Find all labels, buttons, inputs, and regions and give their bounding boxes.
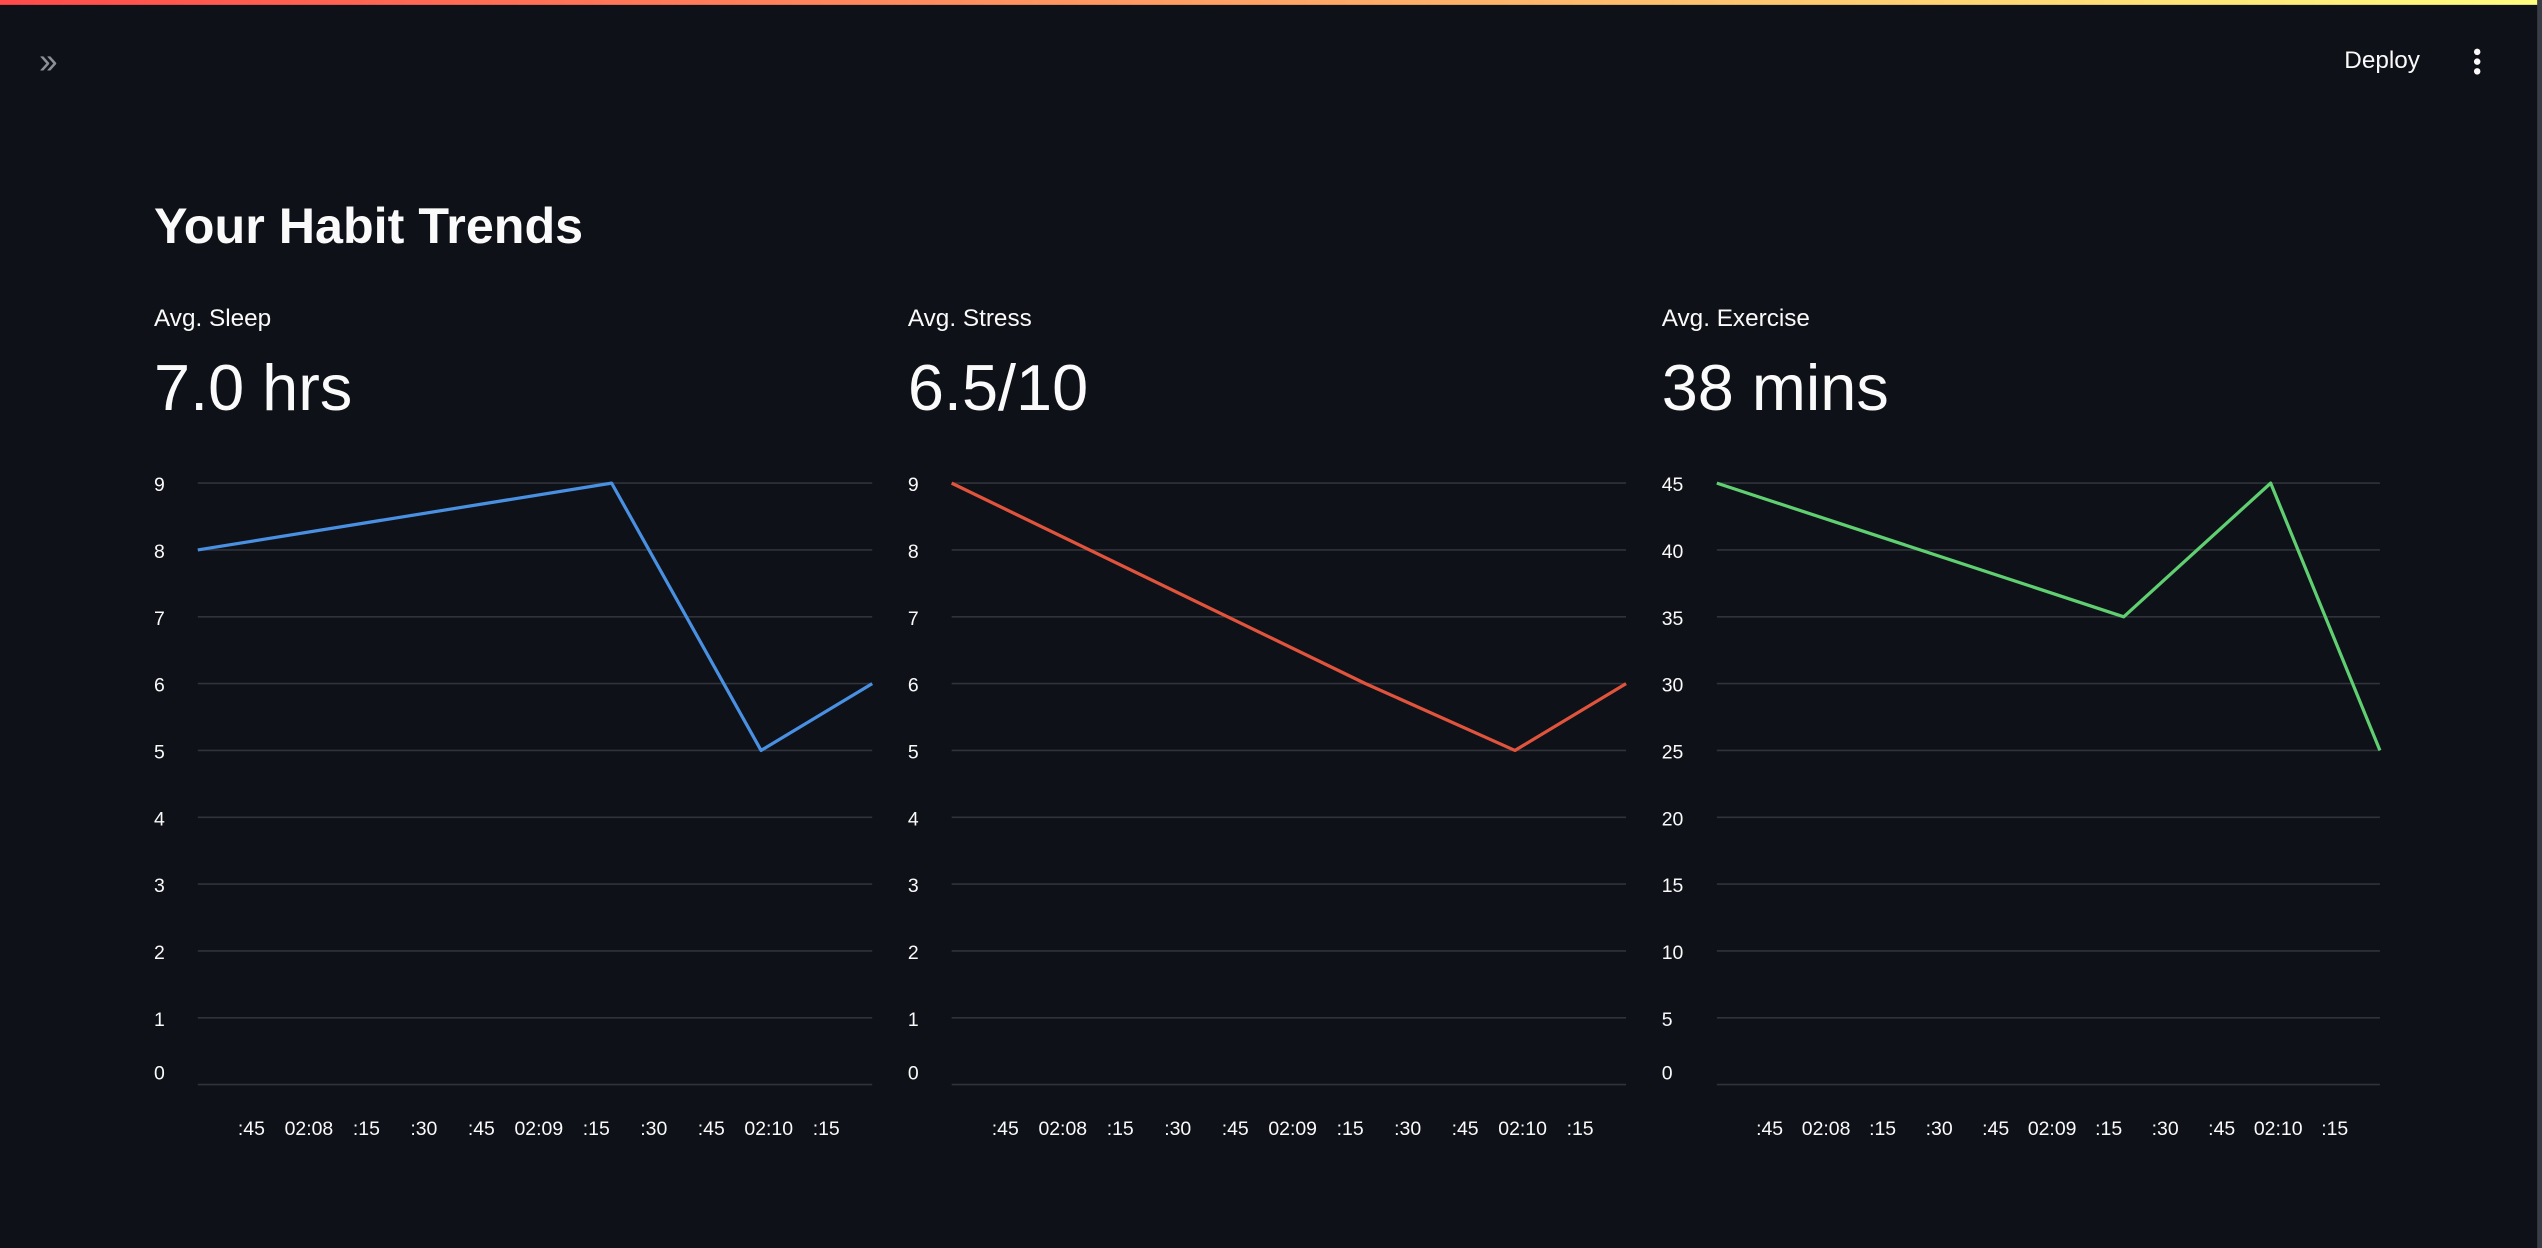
x-tick-label: :45	[1756, 1118, 1783, 1140]
x-tick-label: :15	[1107, 1118, 1134, 1140]
x-tick-label: 02:10	[2254, 1118, 2303, 1140]
metric-label-stress: Avg. Stress	[907, 304, 1032, 333]
x-tick-label: :15	[353, 1118, 380, 1140]
y-tick-label: 20	[1662, 808, 1684, 830]
y-tick-label: 2	[154, 942, 165, 964]
x-tick-label: :15	[2095, 1118, 2122, 1140]
series-line-1	[950, 481, 1627, 753]
x-tick-label: :45	[1452, 1118, 1479, 1140]
y-tick-label: 9	[908, 474, 919, 496]
y-tick-label: 15	[1662, 875, 1684, 897]
y-tick-label: 8	[154, 541, 165, 563]
metric-value-sleep: 7.0 hrs	[154, 353, 353, 425]
chevron-double-right-icon: ››	[38, 40, 58, 82]
y-tick-label: 3	[154, 875, 165, 897]
y-tick-label: 5	[154, 742, 165, 764]
kebab-menu-icon	[2466, 48, 2489, 75]
x-tick-label: 02:08	[1038, 1118, 1087, 1140]
x-tick-label: :45	[1982, 1118, 2009, 1140]
y-tick-label: 4	[154, 808, 165, 830]
x-tick-label: :45	[1222, 1118, 1249, 1140]
x-tick-label: 02:09	[2028, 1118, 2077, 1140]
y-tick-label: 4	[908, 808, 919, 830]
y-tick-label: 45	[1662, 474, 1684, 496]
y-tick-label: 2	[908, 942, 919, 964]
x-tick-label: :15	[1567, 1118, 1594, 1140]
y-tick-label: 40	[1662, 541, 1684, 563]
series-line-2	[1716, 481, 2382, 752]
deploy-button[interactable]: Deploy	[2344, 47, 2420, 75]
y-tick-label: 7	[154, 608, 165, 630]
x-tick-label: :45	[238, 1118, 265, 1140]
page-title: Your Habit Trends	[154, 197, 584, 255]
x-tick-label: :15	[583, 1118, 610, 1140]
y-tick-label: 7	[908, 608, 919, 630]
y-tick-label: 30	[1662, 675, 1684, 697]
x-tick-label: 02:10	[744, 1118, 793, 1140]
x-tick-label: :30	[1926, 1118, 1953, 1140]
y-tick-label: 35	[1662, 608, 1684, 630]
x-tick-label: 02:09	[514, 1118, 563, 1140]
y-tick-label: 25	[1662, 742, 1684, 764]
y-tick-label: 10	[1662, 942, 1684, 964]
x-tick-label: :30	[1394, 1118, 1421, 1140]
top-decoration-bar	[0, 0, 2538, 5]
x-tick-label: :30	[1164, 1118, 1191, 1140]
y-tick-label: 1	[154, 1009, 165, 1031]
y-tick-label: 8	[908, 541, 919, 563]
metric-label-exercise: Avg. Exercise	[1661, 304, 1810, 333]
main-menu-button[interactable]	[2466, 45, 2489, 77]
x-tick-label: :15	[1337, 1118, 1364, 1140]
expand-sidebar-button[interactable]: ››	[38, 40, 58, 83]
y-tick-label: 1	[908, 1009, 919, 1031]
x-tick-label: :45	[2208, 1118, 2235, 1140]
x-tick-label: :30	[410, 1118, 437, 1140]
series-line-0	[197, 481, 874, 753]
y-tick-label: 3	[908, 875, 919, 897]
metric-label-sleep: Avg. Sleep	[154, 304, 272, 333]
y-tick-label: 0	[154, 1063, 165, 1085]
x-tick-label: :45	[468, 1118, 495, 1140]
x-tick-label: :30	[640, 1118, 667, 1140]
y-tick-label: 0	[908, 1063, 919, 1085]
y-tick-label: 9	[154, 474, 165, 496]
x-tick-label: :15	[813, 1118, 840, 1140]
x-tick-label: 02:08	[285, 1118, 334, 1140]
x-tick-label: :15	[1869, 1118, 1896, 1140]
x-tick-label: 02:08	[1802, 1118, 1851, 1140]
y-tick-label: 0	[1662, 1063, 1673, 1085]
x-tick-label: :45	[992, 1118, 1019, 1140]
x-tick-label: 02:10	[1498, 1118, 1547, 1140]
y-tick-label: 6	[908, 675, 919, 697]
y-tick-label: 5	[908, 742, 919, 764]
y-tick-label: 5	[1662, 1009, 1673, 1031]
metric-value-stress: 6.5/10	[907, 353, 1089, 425]
x-tick-label: :45	[698, 1118, 725, 1140]
x-tick-label: :15	[2321, 1118, 2348, 1140]
x-tick-label: 02:09	[1268, 1118, 1317, 1140]
y-tick-label: 6	[154, 675, 165, 697]
x-tick-label: :30	[2152, 1118, 2179, 1140]
metric-value-exercise: 38 mins	[1661, 353, 1889, 425]
